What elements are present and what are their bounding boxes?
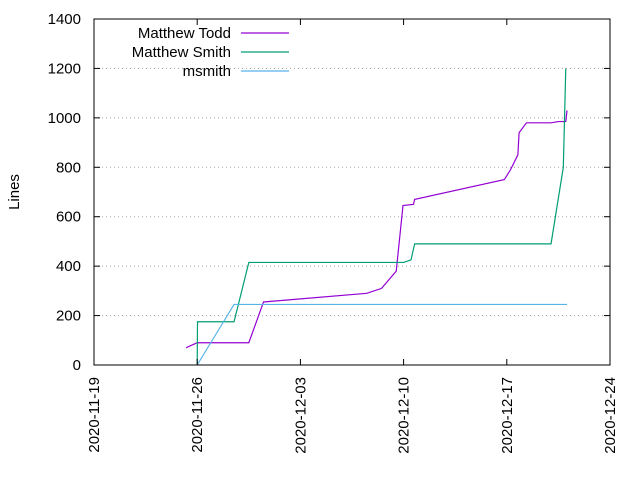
- y-tick-labels: 0 200 400 600 800 1000 1200 1400: [48, 11, 81, 374]
- x-tick-labels: 2020-11-19 2020-11-26 2020-12-03 2020-12-10…: [86, 377, 619, 454]
- legend-label: Matthew Smith: [132, 44, 231, 61]
- plot-frame: [93, 18, 611, 366]
- axis-ticks: [93, 18, 611, 366]
- y-tick-label: 1400: [48, 11, 81, 28]
- y-tick-label: 1000: [48, 110, 81, 127]
- legend: Matthew Todd Matthew Smith msmith: [132, 25, 289, 80]
- series-line-3: [196, 303, 567, 366]
- y-tick-label: 800: [56, 159, 81, 176]
- series-lines: [185, 68, 568, 366]
- series-line-1: [185, 110, 568, 349]
- x-tick-label: 2020-12-03: [292, 377, 309, 454]
- x-tick-label: 2020-12-24: [602, 377, 619, 454]
- grid: [94, 67, 610, 317]
- legend-label: Matthew Todd: [138, 25, 231, 42]
- x-tick-label: 2020-11-19: [86, 377, 103, 453]
- y-tick-label: 600: [56, 209, 81, 226]
- x-tick-label: 2020-12-17: [499, 377, 516, 454]
- x-tick-label: 2020-12-10: [396, 377, 413, 454]
- y-tick-label: 0: [73, 357, 81, 374]
- y-axis-title: Lines: [6, 174, 23, 210]
- legend-label: msmith: [183, 63, 231, 80]
- y-tick-label: 400: [56, 258, 81, 275]
- x-tick-label: 2020-11-26: [189, 377, 206, 453]
- y-tick-label: 1200: [48, 60, 81, 77]
- series-line-2: [196, 68, 567, 366]
- y-tick-label: 200: [56, 308, 81, 325]
